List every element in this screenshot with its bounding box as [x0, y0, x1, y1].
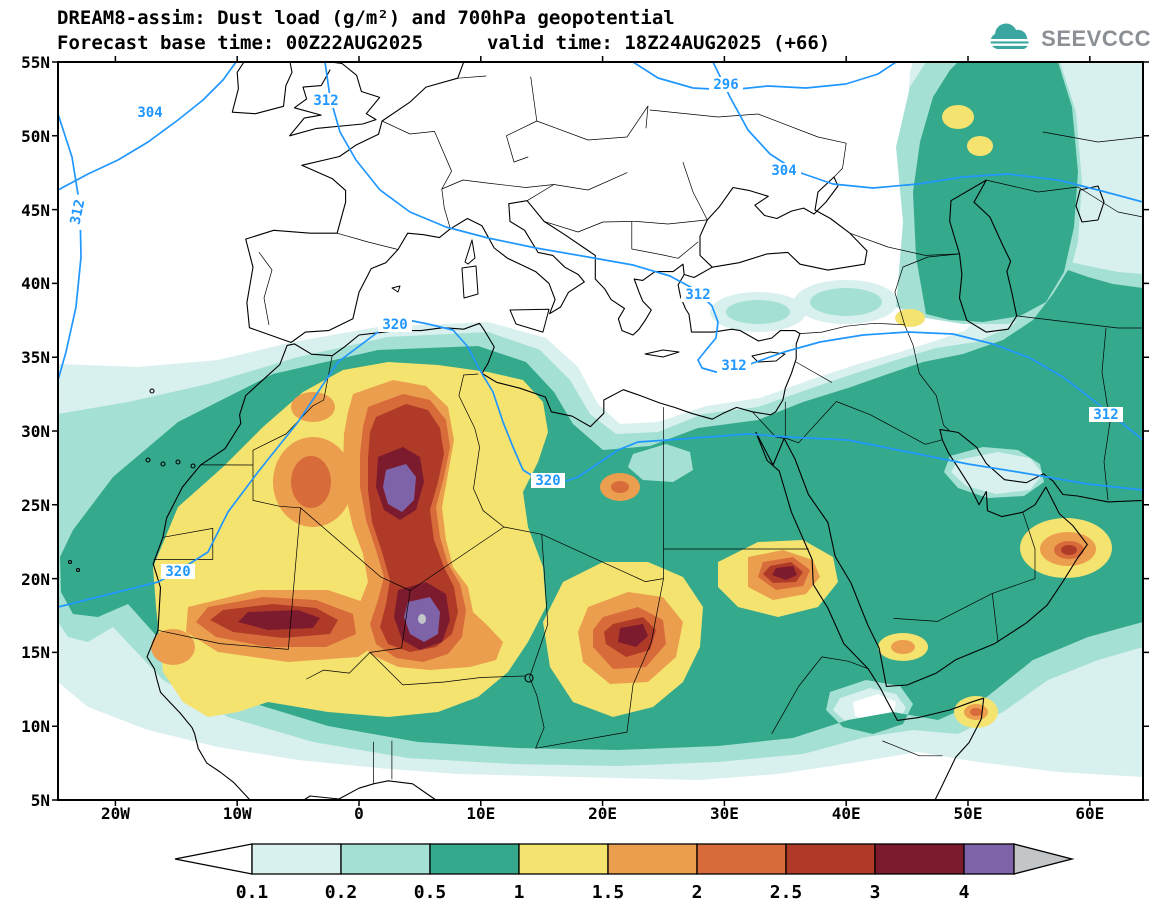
- dust-layer-4: [383, 464, 440, 642]
- plot-title: DREAM8-assim: Dust load (g/m²) and 700hP…: [57, 7, 675, 29]
- legend-swatch: [874, 843, 965, 875]
- lon-label: 40E: [831, 804, 861, 823]
- map-canvas: 304 312 296 304 312 312 312 312 320 320 …: [50, 54, 1151, 808]
- lon-label: 20W: [100, 804, 130, 823]
- legend: 0.1 0.2 0.5 1 1.5 2 2.5 3 4: [0, 836, 1165, 907]
- contour-label-320: 320: [165, 564, 190, 580]
- contour-label-320: 320: [535, 473, 560, 489]
- contour-label-304: 304: [137, 105, 162, 121]
- contour-label-312: 312: [721, 358, 746, 374]
- legend-swatch: [518, 843, 609, 875]
- lon-ticks-bottom: [114, 800, 1091, 806]
- contour-label-320: 320: [382, 317, 407, 333]
- seevccc-logo: SEEVCCC: [986, 22, 1151, 56]
- legend-value: 4: [959, 882, 970, 903]
- lat-label: 50N: [21, 126, 50, 146]
- contour-labels: 304 312 296 304 312 312 312 312 320 320 …: [66, 77, 1123, 580]
- legend-swatch: [963, 843, 1015, 875]
- lat-label: 5N: [30, 791, 50, 810]
- legend-swatch: [696, 843, 787, 875]
- contour-label-304: 304: [771, 163, 796, 179]
- lat-ticks-left: [52, 61, 58, 801]
- contour-label-312: 312: [313, 93, 338, 109]
- legend-swatch: [251, 843, 342, 875]
- lat-label: 10N: [21, 717, 50, 737]
- contour-label-296: 296: [713, 77, 738, 93]
- lat-label: 45N: [21, 200, 50, 220]
- legend-value: 1.5: [592, 882, 625, 903]
- lon-label: 10W: [222, 804, 252, 823]
- contour-label-312: 312: [1093, 407, 1118, 423]
- lat-label: 35N: [21, 348, 50, 368]
- legend-swatch: [785, 843, 876, 875]
- lat-label: 40N: [21, 274, 50, 294]
- legend-value: 3: [870, 882, 881, 903]
- lon-ticks-top: [114, 56, 1091, 62]
- dust-map: 304 312 296 304 312 312 312 312 320 320 …: [52, 56, 1149, 806]
- legend-value: 2.5: [770, 882, 803, 903]
- lon-label: 10E: [466, 804, 496, 823]
- contour-label-312: 312: [68, 198, 89, 226]
- lon-label: 60E: [1075, 804, 1105, 823]
- plot-subtitle: Forecast base time: 00Z22AUG2025 valid t…: [57, 32, 830, 54]
- legend-value: 1: [514, 882, 525, 903]
- legend-value: 0.1: [236, 882, 269, 903]
- legend-swatch: [429, 843, 520, 875]
- forecast-base-time: Forecast base time: 00Z22AUG2025: [57, 32, 424, 54]
- logo-text: SEEVCCC: [1041, 26, 1151, 51]
- lat-label: 25N: [21, 495, 50, 515]
- legend-swatch: [340, 843, 431, 875]
- legend-arrow-above: [1013, 843, 1075, 875]
- lat-label: 55N: [21, 53, 50, 72]
- lat-ticks-right: [1143, 61, 1149, 801]
- legend-arrow-below: [174, 843, 253, 875]
- valid-time: valid time: 18Z24AUG2025 (+66): [487, 32, 831, 54]
- lat-label: 30N: [21, 422, 50, 441]
- contour-label-312: 312: [685, 287, 710, 303]
- legend-value: 2: [692, 882, 703, 903]
- lon-label: 20E: [588, 804, 618, 823]
- legend-value: 0.5: [414, 882, 447, 903]
- geopotential-contours: [58, 62, 1143, 608]
- lon-label: 0: [354, 804, 364, 823]
- legend-swatch: [607, 843, 698, 875]
- lat-label: 20N: [21, 569, 50, 589]
- lon-label: 50E: [953, 804, 983, 823]
- lat-label: 15N: [21, 643, 50, 663]
- lon-label: 30E: [709, 804, 739, 823]
- legend-colorbar: 0.1 0.2 0.5 1 1.5 2 2.5 3 4: [174, 843, 1075, 903]
- legend-value: 0.2: [325, 882, 358, 903]
- cloud-icon: [990, 23, 1033, 49]
